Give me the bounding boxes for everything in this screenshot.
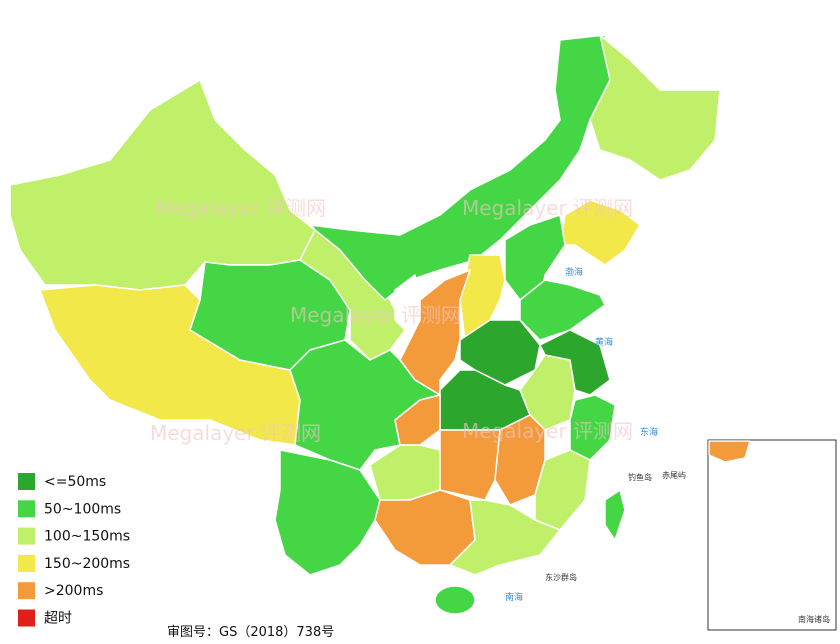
sea-label: 东海 bbox=[640, 426, 658, 438]
region bbox=[369, 444, 441, 501]
approval-number: 审图号：GS（2018）738号 bbox=[167, 625, 334, 640]
region bbox=[439, 429, 501, 501]
region bbox=[374, 489, 476, 566]
legend-label: 超时 bbox=[44, 611, 72, 627]
region bbox=[449, 499, 561, 576]
watermark: Megalayer 评测网 bbox=[290, 303, 461, 327]
region bbox=[504, 214, 566, 301]
sea-label: 黄海 bbox=[595, 336, 613, 348]
region bbox=[434, 585, 476, 615]
legend-label: 150~200ms bbox=[44, 556, 130, 572]
region bbox=[604, 489, 626, 541]
legend-swatch bbox=[18, 473, 35, 490]
island-label: 赤尾屿 bbox=[662, 471, 686, 480]
watermark: Megalayer 评测网 bbox=[462, 419, 633, 443]
region bbox=[539, 329, 611, 396]
region bbox=[589, 34, 721, 181]
region bbox=[399, 269, 471, 396]
legend-swatch bbox=[18, 609, 35, 627]
provinces bbox=[9, 34, 721, 615]
legend: <=50ms 50~100ms 100~150ms 150~200ms >200ms 超时 bbox=[18, 473, 130, 627]
legend-label: 100~150ms bbox=[44, 529, 130, 545]
sea-label: 渤海 bbox=[565, 266, 583, 278]
inset-frame bbox=[707, 439, 837, 631]
sea-label: 南海 bbox=[505, 591, 523, 603]
island-label: 钓鱼岛 bbox=[628, 472, 652, 482]
region bbox=[559, 199, 641, 266]
watermark: Megalayer 评测网 bbox=[150, 421, 321, 445]
region bbox=[459, 254, 506, 341]
legend-swatch bbox=[18, 500, 35, 518]
region bbox=[589, 149, 691, 216]
legend-swatch bbox=[18, 527, 35, 545]
region bbox=[708, 440, 751, 463]
region bbox=[9, 79, 316, 291]
island-label: 东沙群岛 bbox=[545, 572, 577, 582]
region bbox=[569, 394, 616, 461]
watermark: Megalayer 评测网 bbox=[155, 196, 326, 220]
region bbox=[394, 274, 421, 336]
legend-label: <=50ms bbox=[44, 474, 106, 490]
legend-label: 50~100ms bbox=[44, 501, 121, 517]
island-label: 南海诸岛 bbox=[798, 614, 830, 624]
region bbox=[519, 279, 606, 341]
legend-label: >200ms bbox=[44, 583, 103, 599]
legend-swatch bbox=[18, 582, 35, 600]
legend-swatch bbox=[18, 554, 35, 572]
region bbox=[274, 449, 381, 576]
watermark: Megalayer 评测网 bbox=[462, 196, 633, 220]
region bbox=[534, 449, 591, 531]
